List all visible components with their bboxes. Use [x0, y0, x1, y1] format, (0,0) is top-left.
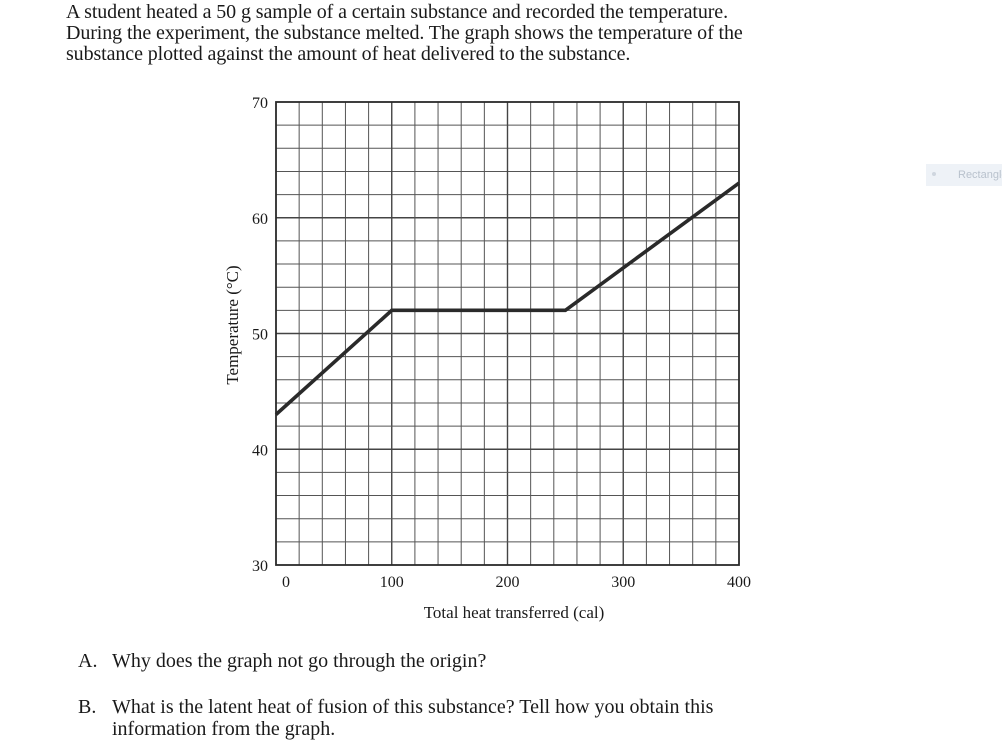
y-axis-label: Temperature (°C) [223, 265, 242, 384]
bullet-icon [932, 172, 936, 176]
question-letter: A. [78, 650, 98, 672]
problem-statement: A student heated a 50 g sample of a cert… [66, 2, 886, 65]
x-tick-label: 200 [496, 574, 520, 591]
x-tick-label: 300 [611, 574, 635, 591]
series-line [274, 181, 741, 416]
question-text: What is the latent heat of fusion of thi… [112, 696, 714, 718]
intro-line: substance plotted against the amount of … [66, 43, 631, 65]
chart-grid [276, 102, 739, 565]
y-tick-label: 60 [252, 211, 268, 228]
side-tab[interactable]: Rectangle [926, 164, 1002, 186]
x-axis-ticks: 0 100 200 300 400 [282, 574, 751, 591]
plot-area-border [275, 101, 740, 566]
question-text: information from the graph. [112, 718, 336, 740]
y-tick-label: 30 [252, 558, 268, 575]
data-series [274, 181, 741, 416]
side-tab-label: Rectangle [958, 169, 1002, 181]
y-axis-ticks: 30 40 50 60 70 [252, 95, 268, 575]
y-tick-label: 40 [252, 442, 268, 459]
y-tick-label: 70 [252, 95, 268, 112]
x-tick-label: 100 [380, 574, 404, 591]
x-tick-label: 0 [282, 574, 290, 591]
x-tick-label: 400 [727, 574, 751, 591]
question-text: Why does the graph not go through the or… [112, 650, 487, 672]
y-tick-label: 50 [252, 327, 268, 344]
x-axis-label: Total heat transferred (cal) [424, 603, 605, 622]
question-letter: B. [78, 696, 97, 718]
intro-line: A student heated a 50 g sample of a cert… [66, 1, 728, 23]
intro-line: During the experiment, the substance mel… [66, 22, 743, 44]
